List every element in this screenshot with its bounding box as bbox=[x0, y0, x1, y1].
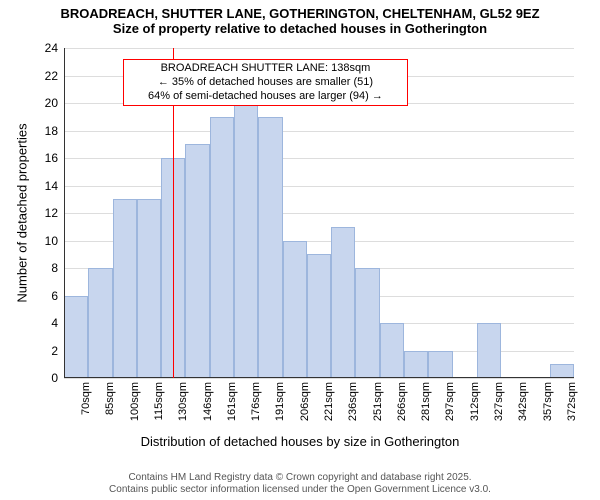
histogram-bar bbox=[137, 199, 161, 378]
y-tick-label: 20 bbox=[45, 96, 58, 110]
annotation-line: BROADREACH SHUTTER LANE: 138sqm bbox=[128, 62, 404, 76]
gridline bbox=[64, 158, 574, 159]
histogram-bar bbox=[428, 351, 452, 379]
y-tick-label: 0 bbox=[51, 371, 58, 385]
x-tick-label: 281sqm bbox=[420, 382, 432, 421]
histogram-bar bbox=[88, 268, 112, 378]
x-tick-label: 372sqm bbox=[566, 382, 578, 421]
histogram-bar bbox=[283, 241, 307, 379]
histogram-figure: BROADREACH, SHUTTER LANE, GOTHERINGTON, … bbox=[0, 0, 600, 500]
histogram-bar bbox=[258, 117, 282, 378]
x-axis-label: Distribution of detached houses by size … bbox=[0, 434, 600, 449]
histogram-bar bbox=[234, 103, 258, 378]
annotation-line: ← 35% of detached houses are smaller (51… bbox=[128, 76, 404, 90]
histogram-bar bbox=[64, 296, 88, 379]
histogram-bar bbox=[477, 323, 501, 378]
x-tick-label: 327sqm bbox=[493, 382, 505, 421]
y-tick-label: 24 bbox=[45, 41, 58, 55]
histogram-bar bbox=[113, 199, 137, 378]
histogram-bar bbox=[331, 227, 355, 378]
histogram-bar bbox=[210, 117, 234, 378]
x-tick-label: 342sqm bbox=[517, 382, 529, 421]
y-tick-label: 12 bbox=[45, 206, 58, 220]
histogram-bar bbox=[380, 323, 404, 378]
gridline bbox=[64, 378, 574, 379]
x-tick-label: 100sqm bbox=[129, 382, 141, 421]
y-tick-label: 2 bbox=[51, 344, 58, 358]
x-tick-label: 221sqm bbox=[323, 382, 335, 421]
gridline bbox=[64, 131, 574, 132]
histogram-bar bbox=[185, 144, 209, 378]
y-tick-label: 6 bbox=[51, 289, 58, 303]
x-tick-label: 191sqm bbox=[274, 382, 286, 421]
y-tick-label: 10 bbox=[45, 234, 58, 248]
title-block: BROADREACH, SHUTTER LANE, GOTHERINGTON, … bbox=[0, 6, 600, 36]
x-tick-label: 115sqm bbox=[153, 382, 165, 420]
x-tick-label: 297sqm bbox=[444, 382, 456, 421]
annotation-box: BROADREACH SHUTTER LANE: 138sqm← 35% of … bbox=[123, 59, 409, 106]
y-tick-label: 16 bbox=[45, 151, 58, 165]
footer-note: Contains HM Land Registry data © Crown c… bbox=[0, 472, 600, 496]
histogram-bar bbox=[355, 268, 379, 378]
x-tick-label: 176sqm bbox=[250, 382, 262, 421]
x-tick-label: 266sqm bbox=[396, 382, 408, 421]
x-tick-label: 236sqm bbox=[347, 382, 359, 421]
title-line-1: BROADREACH, SHUTTER LANE, GOTHERINGTON, … bbox=[0, 6, 600, 21]
x-tick-label: 70sqm bbox=[80, 382, 92, 415]
x-tick-label: 312sqm bbox=[469, 382, 481, 421]
plot-area: 02468101214161820222470sqm85sqm100sqm115… bbox=[64, 48, 574, 378]
gridline bbox=[64, 186, 574, 187]
y-tick-label: 22 bbox=[45, 69, 58, 83]
y-axis-label: Number of detached properties bbox=[15, 123, 30, 302]
y-tick-label: 8 bbox=[51, 261, 58, 275]
footer-line-1: Contains HM Land Registry data © Crown c… bbox=[0, 472, 600, 484]
y-tick-label: 14 bbox=[45, 179, 58, 193]
histogram-bar bbox=[550, 364, 574, 378]
histogram-bar bbox=[404, 351, 428, 379]
x-tick-label: 161sqm bbox=[226, 382, 238, 421]
x-tick-label: 130sqm bbox=[177, 382, 189, 421]
y-axis-line bbox=[64, 48, 65, 378]
histogram-bar bbox=[307, 254, 331, 378]
title-line-2: Size of property relative to detached ho… bbox=[0, 21, 600, 36]
x-tick-label: 357sqm bbox=[542, 382, 554, 421]
annotation-line: 64% of semi-detached houses are larger (… bbox=[128, 90, 404, 104]
x-axis-line bbox=[64, 377, 574, 378]
y-tick-label: 4 bbox=[51, 316, 58, 330]
x-tick-label: 85sqm bbox=[104, 382, 116, 415]
x-tick-label: 251sqm bbox=[372, 382, 384, 421]
y-tick-label: 18 bbox=[45, 124, 58, 138]
gridline bbox=[64, 48, 574, 49]
footer-line-2: Contains public sector information licen… bbox=[0, 484, 600, 496]
x-tick-label: 206sqm bbox=[299, 382, 311, 421]
x-tick-label: 146sqm bbox=[202, 382, 214, 421]
